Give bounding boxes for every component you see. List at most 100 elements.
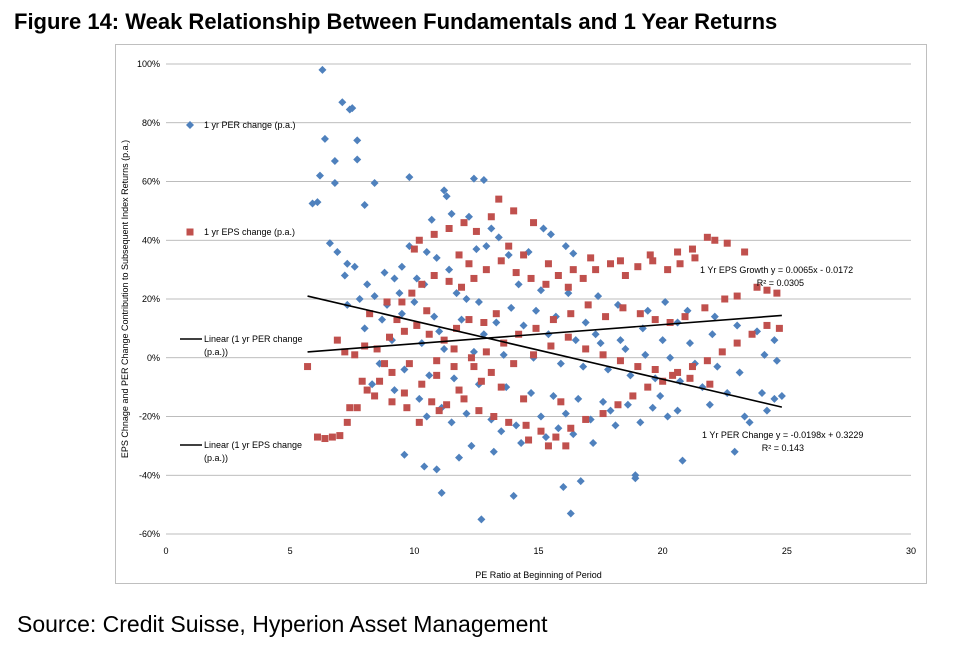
y-tick-label: 100% [137, 59, 160, 69]
eps-point [487, 368, 495, 376]
eps-point [564, 283, 572, 291]
per-point [368, 380, 377, 389]
eps-point [440, 336, 448, 344]
per-point [623, 400, 632, 409]
eps-point [520, 395, 528, 403]
eps-point [634, 263, 642, 271]
legend: 1 yr PER change (p.a.) 1 yr EPS change (p… [180, 120, 303, 463]
eps-point [621, 272, 629, 279]
eps-point [346, 404, 354, 412]
eps-point [455, 251, 463, 259]
per-point [435, 327, 444, 336]
eps-point [542, 280, 550, 288]
source-note: Source: Credit Suisse, Hyperion Asset Ma… [17, 611, 548, 637]
trendlines [307, 295, 783, 408]
eps-point [567, 424, 575, 432]
eps-point [644, 383, 652, 391]
eps-point [616, 257, 624, 265]
eps-point [567, 310, 575, 318]
eps-point [701, 304, 709, 312]
eps-point [510, 360, 518, 368]
per-point [395, 289, 404, 298]
per-point [318, 65, 327, 74]
per-point [678, 456, 687, 465]
eps-point [465, 260, 473, 268]
per-point [355, 295, 364, 303]
x-tick-labels: 0 5 10 15 20 25 30 [163, 546, 916, 556]
y-tick-label: 0% [147, 353, 160, 363]
per-point [758, 389, 766, 397]
eps-point [587, 254, 595, 262]
per-point [509, 491, 518, 500]
grid-lines [166, 63, 911, 535]
per-point [539, 224, 548, 233]
eps-point [458, 283, 466, 291]
per-point [370, 178, 379, 187]
eps-point [733, 339, 741, 347]
per-point [497, 427, 506, 436]
per-point [462, 409, 471, 418]
eps-point [592, 266, 600, 274]
eps-point [723, 239, 731, 247]
per-point [400, 450, 409, 459]
per-point [641, 350, 650, 359]
per-point [447, 209, 456, 218]
eps-point [400, 327, 408, 335]
per-point [499, 350, 508, 359]
eps-point [336, 432, 344, 440]
per-point [596, 339, 605, 348]
per-point [636, 418, 645, 427]
eps-point [403, 404, 411, 412]
eps-point [763, 286, 771, 294]
x-axis-title: PE Ratio at Beginning of Period [475, 570, 602, 580]
per-point [442, 192, 451, 201]
per-point [400, 365, 409, 374]
x-tick-label: 20 [658, 546, 668, 556]
figure-title: Figure 14: Weak Relationship Between Fun… [14, 9, 778, 34]
eps-point [616, 357, 624, 365]
eps-point [497, 383, 505, 391]
eps-point [366, 310, 374, 318]
per-point [333, 248, 342, 256]
y-tick-label: -20% [139, 412, 160, 422]
trend-equation: R² = 0.0305 [757, 278, 804, 288]
per-point [631, 474, 640, 483]
eps-point [482, 348, 490, 356]
eps-point [703, 233, 711, 241]
per-point [479, 176, 488, 185]
eps-point [688, 245, 696, 253]
eps-point [321, 435, 329, 443]
per-point [427, 215, 436, 224]
per-point [666, 353, 675, 362]
eps-point [470, 274, 478, 282]
per-point [457, 315, 466, 324]
eps-point [599, 351, 607, 359]
per-point [770, 394, 779, 403]
per-point [425, 371, 434, 380]
per-point [626, 371, 635, 380]
per-point [340, 271, 349, 280]
legend-label-cont: (p.a.)) [204, 453, 228, 463]
eps-point [450, 363, 458, 371]
eps-point [686, 374, 694, 382]
per-point [589, 438, 598, 447]
y-axis-title: EPS Chnage and PER Change Contribution t… [120, 140, 130, 458]
per-point [432, 253, 441, 262]
eps-point [706, 380, 714, 388]
eps-point [383, 298, 391, 306]
per-point [740, 412, 749, 421]
x-tick-label: 5 [288, 546, 293, 556]
per-point [378, 315, 387, 324]
legend-marker-eps [186, 228, 194, 236]
per-point [648, 403, 657, 412]
eps-point [584, 301, 592, 309]
eps-point [453, 324, 461, 332]
eps-point [480, 319, 488, 326]
legend-label: 1 yr PER change (p.a.) [204, 120, 296, 130]
eps-point [400, 389, 408, 397]
per-point [621, 344, 630, 353]
eps-point [460, 219, 468, 227]
eps-point [465, 316, 473, 324]
eps-point [443, 401, 451, 409]
eps-point [410, 245, 418, 253]
